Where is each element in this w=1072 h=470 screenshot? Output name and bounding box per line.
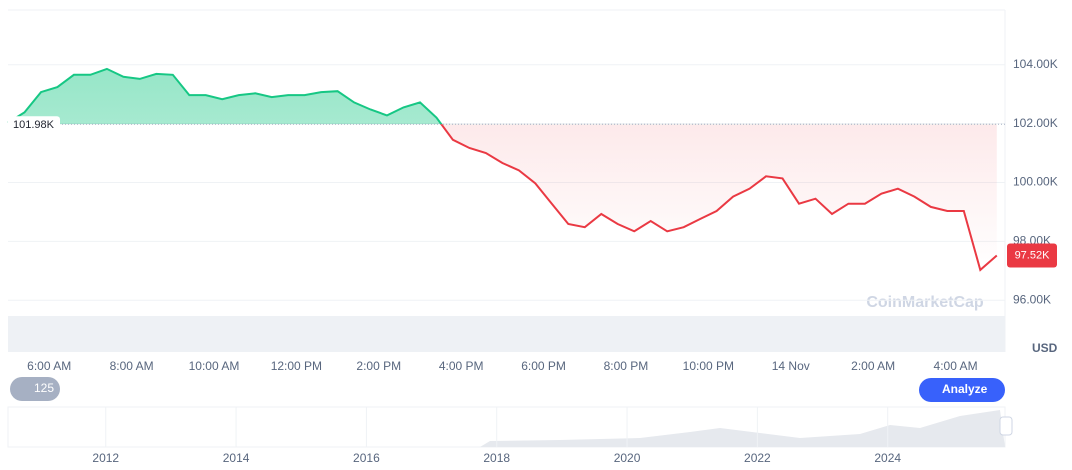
area-down (441, 124, 997, 270)
y-tick-label: 96.00K (1013, 292, 1051, 306)
volume-band (8, 316, 1005, 352)
x-tick-label: 2:00 AM (851, 359, 895, 373)
baseline-label-box (8, 116, 60, 133)
navigator-handle[interactable] (999, 416, 1013, 436)
area-up (8, 68, 997, 125)
navigator-tick-label: 2020 (614, 451, 641, 465)
x-tick-label: 4:00 AM (934, 359, 978, 373)
y-tick-label: 102.00K (1013, 116, 1058, 130)
x-tick-label: 10:00 AM (189, 359, 240, 373)
price-line-up (7, 67, 443, 125)
x-tick-label: 10:00 PM (683, 359, 734, 373)
x-tick-label: 2:00 PM (356, 359, 401, 373)
navigator-tick-label: 2012 (92, 451, 119, 465)
navigator-tick-label: 2024 (874, 451, 901, 465)
x-tick-label: 8:00 PM (604, 359, 649, 373)
watermark: CoinMarketCap (866, 294, 984, 311)
x-tick-label: 6:00 PM (521, 359, 566, 373)
navigator-tick-label: 2022 (744, 451, 771, 465)
navigator-tick-label: 2014 (223, 451, 250, 465)
x-tick-label: 14 Nov (772, 359, 810, 373)
analyze-button[interactable] (919, 378, 1005, 402)
y-tick-label: 104.00K (1013, 57, 1058, 71)
price-line-down (440, 124, 998, 272)
current-label-box (1007, 243, 1057, 268)
analyze-button-text: Analyze (942, 382, 988, 396)
navigator-area (480, 410, 1005, 447)
y-tick-label: 100.00K (1013, 175, 1058, 189)
navigator-tick-label: 2018 (483, 451, 510, 465)
x-tick-label: 4:00 PM (439, 359, 484, 373)
history-badge-text: 125 (34, 381, 54, 395)
x-tick-label: 6:00 AM (27, 359, 71, 373)
baseline-label: 101.98K (13, 119, 55, 131)
history-badge[interactable] (10, 377, 60, 401)
currency-label: USD (1032, 341, 1058, 355)
x-tick-label: 8:00 AM (110, 359, 154, 373)
current-label: 97.52K (1015, 249, 1051, 261)
navigator-tick-label: 2016 (353, 451, 380, 465)
x-tick-label: 12:00 PM (271, 359, 322, 373)
